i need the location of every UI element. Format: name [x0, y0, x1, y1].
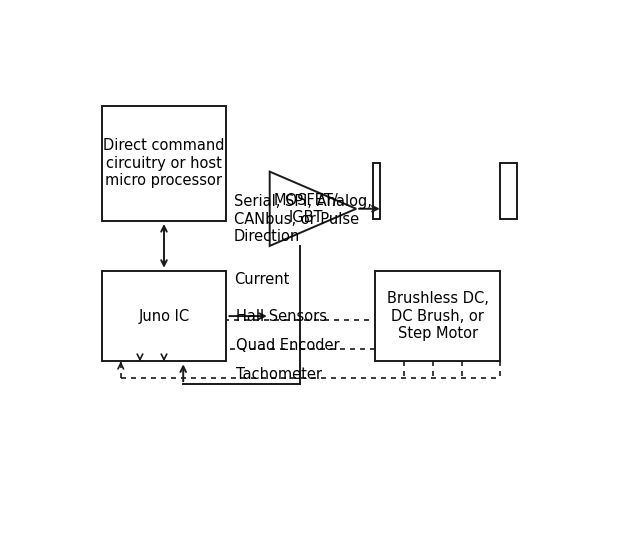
- Text: Brushless DC,
DC Brush, or
Step Motor: Brushless DC, DC Brush, or Step Motor: [387, 291, 489, 341]
- Bar: [376, 271, 500, 361]
- Bar: [102, 271, 226, 361]
- Bar: [373, 163, 380, 219]
- Text: Current: Current: [234, 272, 289, 287]
- Text: Juno IC: Juno IC: [138, 309, 190, 324]
- Polygon shape: [270, 172, 356, 246]
- Bar: [102, 106, 226, 221]
- Text: Hall Sensors: Hall Sensors: [236, 309, 327, 324]
- Text: Tachometer: Tachometer: [236, 367, 322, 382]
- Text: MOSFET/
IGBT: MOSFET/ IGBT: [273, 192, 338, 225]
- Text: Quad Encoder: Quad Encoder: [236, 338, 340, 353]
- Text: Serial, SPI, Analog,
CANbus, or Pulse
Direction: Serial, SPI, Analog, CANbus, or Pulse Di…: [234, 194, 371, 244]
- Text: Direct command
circuitry or host
micro processor: Direct command circuitry or host micro p…: [104, 138, 224, 188]
- Bar: [500, 163, 517, 219]
